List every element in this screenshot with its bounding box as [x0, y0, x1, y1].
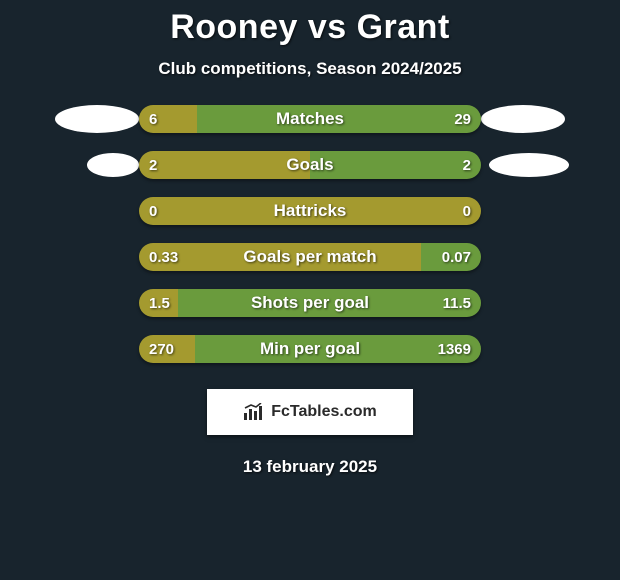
date-text: 13 february 2025: [0, 457, 620, 477]
stat-row: Goals22: [0, 151, 620, 179]
stat-row: Goals per match0.330.07: [0, 243, 620, 271]
stat-bar: Goals22: [139, 151, 481, 179]
brand-badge: FcTables.com: [207, 389, 413, 435]
brand-text: FcTables.com: [271, 403, 377, 421]
player2-avatar: [481, 153, 565, 177]
bar-left-fill: [139, 105, 197, 133]
bar-left-fill: [139, 197, 481, 225]
stat-bar: Hattricks00: [139, 197, 481, 225]
player1-avatar: [55, 153, 139, 177]
bar-left-fill: [139, 151, 310, 179]
stats-rows: Matches629 Goals22 Hattricks00 Goals per ma…: [0, 105, 620, 363]
subtitle: Club competitions, Season 2024/2025: [0, 59, 620, 79]
stat-row: Matches629: [0, 105, 620, 133]
page-title: Rooney vs Grant: [0, 8, 620, 47]
bar-right-fill: [195, 335, 481, 363]
bar-right-fill: [421, 243, 481, 271]
bar-right-fill: [178, 289, 481, 317]
stat-row: Hattricks00: [0, 197, 620, 225]
player2-avatar: [481, 105, 565, 133]
stat-row: Min per goal2701369: [0, 335, 620, 363]
stat-bar: Min per goal2701369: [139, 335, 481, 363]
bar-left-fill: [139, 335, 195, 363]
stat-bar: Goals per match0.330.07: [139, 243, 481, 271]
stat-row: Shots per goal1.511.5: [0, 289, 620, 317]
stat-bar: Matches629: [139, 105, 481, 133]
bar-right-fill: [197, 105, 481, 133]
stat-bar: Shots per goal1.511.5: [139, 289, 481, 317]
bar-left-fill: [139, 289, 178, 317]
comparison-card: Rooney vs Grant Club competitions, Seaso…: [0, 0, 620, 477]
chart-icon: [243, 403, 265, 421]
bar-right-fill: [310, 151, 481, 179]
player1-avatar: [55, 105, 139, 133]
bar-left-fill: [139, 243, 421, 271]
